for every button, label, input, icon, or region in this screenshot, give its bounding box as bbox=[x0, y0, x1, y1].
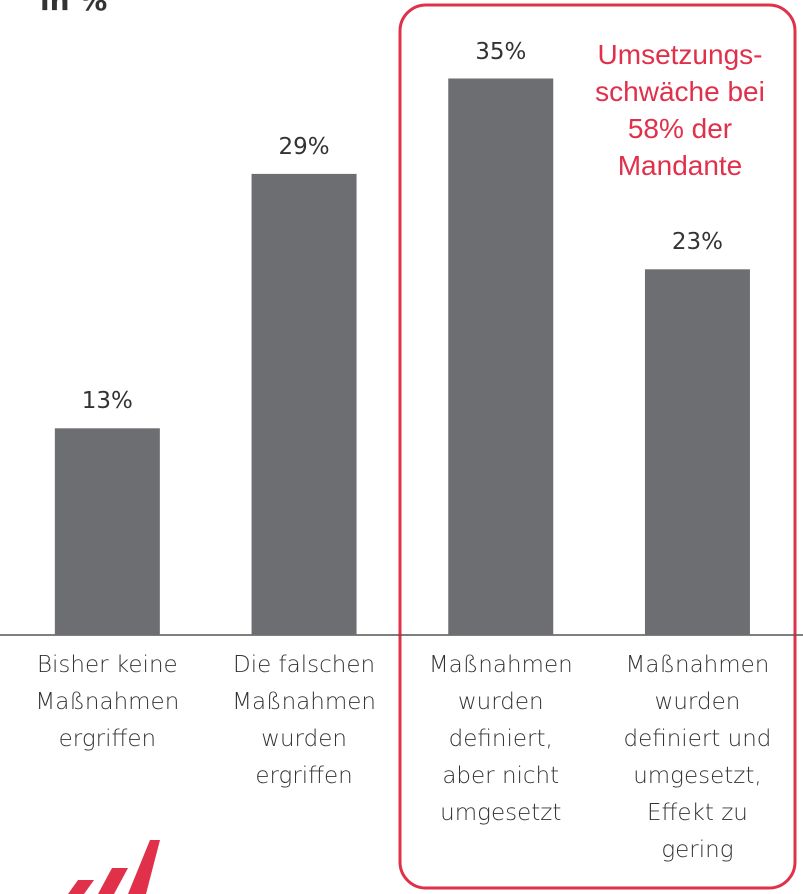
x-tick-label: Maßnahmen wurden definiert und umgesetzt… bbox=[623, 652, 772, 863]
bar bbox=[448, 78, 554, 635]
logo bbox=[68, 840, 160, 894]
x-tick-label: Bisher keine Maßnahmen ergriffen bbox=[35, 652, 180, 752]
x-tick-label: Die falschen Maßnahmen wurden ergriffen bbox=[232, 652, 376, 789]
chart-title: in % bbox=[40, 0, 108, 17]
bar bbox=[644, 269, 750, 635]
bar bbox=[54, 428, 160, 635]
x-tick-label: Maßnahmen wurden definiert, aber nicht u… bbox=[428, 652, 573, 826]
value-label: 29% bbox=[278, 133, 330, 160]
value-label: 35% bbox=[475, 38, 527, 65]
bar bbox=[251, 173, 357, 635]
annotation: Umsetzungs- schwäche bei 58% der Mandant… bbox=[595, 39, 765, 181]
value-label: 13% bbox=[81, 388, 133, 415]
highlight-box bbox=[398, 3, 797, 890]
value-label: 23% bbox=[671, 229, 723, 256]
